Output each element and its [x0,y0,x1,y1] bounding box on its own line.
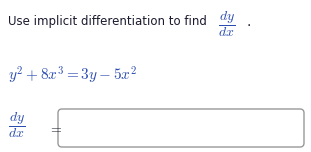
FancyBboxPatch shape [58,109,304,147]
Text: .: . [247,15,251,29]
Text: Use implicit differentiation to find: Use implicit differentiation to find [8,16,207,29]
Text: $y^2 + 8x^3 = 3y - 5x^2$: $y^2 + 8x^3 = 3y - 5x^2$ [8,64,137,86]
Text: $=$: $=$ [48,121,63,135]
Text: $\dfrac{dy}{dx}$: $\dfrac{dy}{dx}$ [8,110,25,140]
Text: $\dfrac{dy}{dx}$: $\dfrac{dy}{dx}$ [218,10,235,39]
